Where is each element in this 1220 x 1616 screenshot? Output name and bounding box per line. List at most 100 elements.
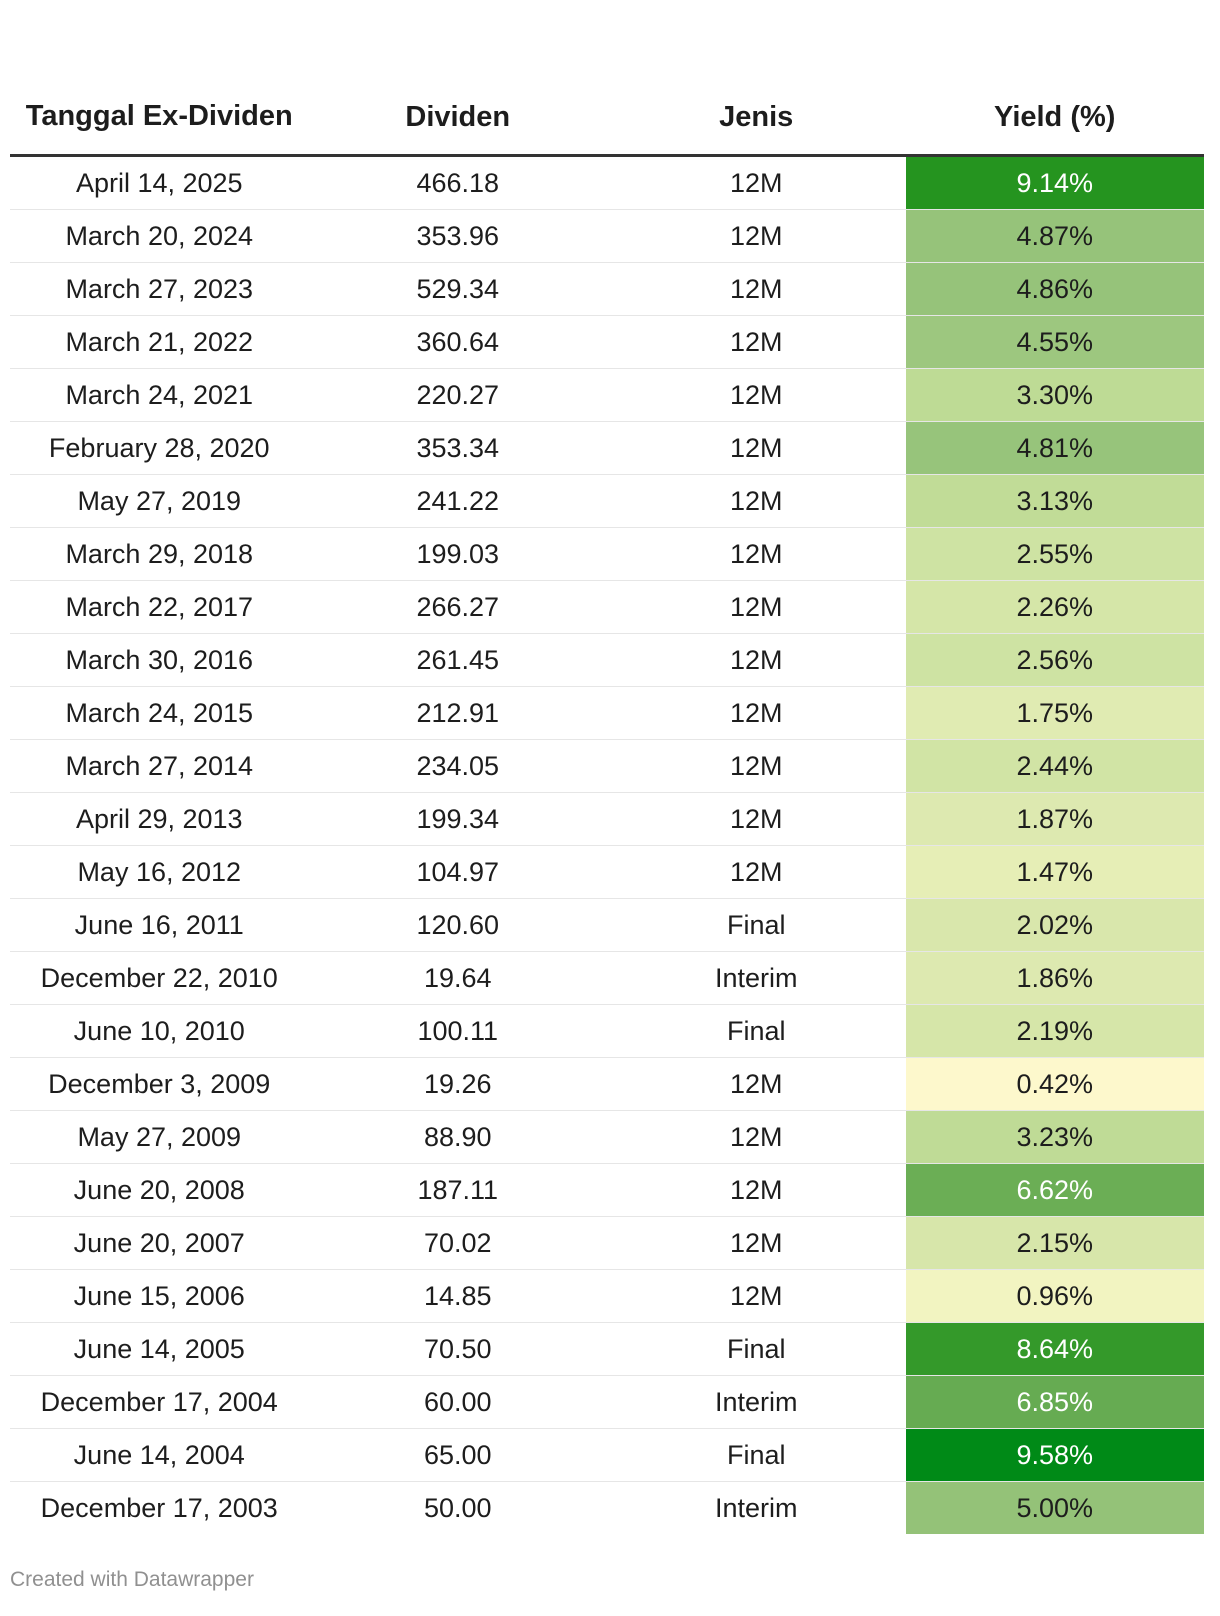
cell-yield: 2.19% bbox=[905, 1004, 1204, 1058]
header-dividend[interactable]: Dividen bbox=[308, 0, 607, 157]
dividend-table-container: Tanggal Ex-Dividen Dividen Jenis Yield (… bbox=[10, 0, 1204, 1534]
table-row: December 3, 2009 19.26 12M 0.42% bbox=[10, 1057, 1204, 1111]
cell-dividend: 466.18 bbox=[308, 155, 607, 210]
cell-ex-dividend-date: March 21, 2022 bbox=[10, 315, 309, 369]
cell-type: Final bbox=[607, 1428, 906, 1482]
cell-dividend: 199.34 bbox=[308, 792, 607, 846]
cell-ex-dividend-date: December 3, 2009 bbox=[10, 1057, 309, 1111]
cell-type: 12M bbox=[607, 1110, 906, 1164]
table-row: June 14, 2004 65.00 Final 9.58% bbox=[10, 1428, 1204, 1482]
cell-ex-dividend-date: March 22, 2017 bbox=[10, 580, 309, 634]
table-row: May 16, 2012 104.97 12M 1.47% bbox=[10, 845, 1204, 899]
table-row: March 24, 2021 220.27 12M 3.30% bbox=[10, 368, 1204, 422]
cell-type: 12M bbox=[607, 1057, 906, 1111]
cell-yield: 5.00% bbox=[905, 1481, 1204, 1534]
cell-yield: 9.14% bbox=[905, 155, 1204, 210]
header-yield[interactable]: Yield (%) bbox=[905, 0, 1204, 157]
cell-dividend: 187.11 bbox=[308, 1163, 607, 1217]
cell-ex-dividend-date: June 14, 2004 bbox=[10, 1428, 309, 1482]
cell-dividend: 50.00 bbox=[423, 1492, 492, 1523]
header-row: Tanggal Ex-Dividen Dividen Jenis Yield (… bbox=[10, 0, 1204, 157]
cell-yield: 1.47% bbox=[905, 845, 1204, 899]
cell-yield: 9.58% bbox=[905, 1428, 1204, 1482]
table-row: June 20, 2008 187.11 12M 6.62% bbox=[10, 1163, 1204, 1217]
cell-ex-dividend-date: June 20, 2007 bbox=[10, 1216, 309, 1270]
cell-type: 12M bbox=[607, 368, 906, 422]
datawrapper-credit: Created with Datawrapper bbox=[10, 1568, 254, 1591]
table-row: December 22, 2010 19.64 Interim 1.86% bbox=[10, 951, 1204, 1005]
table-row: March 24, 2015 212.91 12M 1.75% bbox=[10, 686, 1204, 740]
cell-yield: 4.81% bbox=[905, 421, 1204, 475]
cell-yield: 1.75% bbox=[905, 686, 1204, 740]
cell-ex-dividend-date: March 27, 2014 bbox=[10, 739, 309, 793]
cell-yield: 2.44% bbox=[905, 739, 1204, 793]
cell-dividend: 100.11 bbox=[308, 1004, 607, 1058]
cell-type: 12M bbox=[607, 315, 906, 369]
header-ex-dividend-date[interactable]: Tanggal Ex-Dividen bbox=[10, 0, 309, 157]
cell-yield: 1.87% bbox=[905, 792, 1204, 846]
cell-type: Final bbox=[607, 1004, 906, 1058]
table-row: March 21, 2022 360.64 12M 4.55% bbox=[10, 315, 1204, 369]
header-type[interactable]: Jenis bbox=[607, 0, 906, 157]
cell-type: Interim bbox=[607, 1375, 906, 1429]
cell-dividend: 353.34 bbox=[308, 421, 607, 475]
cell-dividend: 60.00 bbox=[308, 1375, 607, 1429]
cell-ex-dividend-date: May 27, 2009 bbox=[10, 1110, 309, 1164]
cell-type: Final bbox=[607, 1322, 906, 1376]
cell-type: 12M bbox=[607, 739, 906, 793]
cell-yield: 2.02% bbox=[905, 898, 1204, 952]
cell-type: 12M bbox=[607, 474, 906, 528]
table-row: March 27, 2014 234.05 12M 2.44% bbox=[10, 739, 1204, 793]
cell-yield: 3.30% bbox=[905, 368, 1204, 422]
cell-ex-dividend-date: March 24, 2015 bbox=[10, 686, 309, 740]
cell-yield: 2.55% bbox=[905, 527, 1204, 581]
cell-type: 12M bbox=[607, 686, 906, 740]
table-row: March 27, 2023 529.34 12M 4.86% bbox=[10, 262, 1204, 316]
cell-dividend: 104.97 bbox=[308, 845, 607, 899]
cell-type: 12M bbox=[607, 527, 906, 581]
cell-yield: 3.23% bbox=[905, 1110, 1204, 1164]
cell-dividend: 70.02 bbox=[308, 1216, 607, 1270]
table-row: June 14, 2005 70.50 Final 8.64% bbox=[10, 1322, 1204, 1376]
cell-type: 12M bbox=[607, 1216, 906, 1270]
cell-yield: 0.96% bbox=[905, 1269, 1204, 1323]
table-header: Tanggal Ex-Dividen Dividen Jenis Yield (… bbox=[10, 0, 1204, 157]
cell-ex-dividend-date: April 29, 2013 bbox=[10, 792, 309, 846]
cell-dividend: 261.45 bbox=[308, 633, 607, 687]
cell-yield: 8.64% bbox=[905, 1322, 1204, 1376]
cell-dividend: 529.34 bbox=[308, 262, 607, 316]
cell-dividend: 65.00 bbox=[308, 1428, 607, 1482]
table-row: April 14, 2025 466.18 12M 9.14% bbox=[10, 155, 1204, 210]
cell-yield: 2.15% bbox=[905, 1216, 1204, 1270]
table-row: April 29, 2013 199.34 12M 1.87% bbox=[10, 792, 1204, 846]
cell-ex-dividend-date: December 17, 2003 bbox=[40, 1492, 278, 1523]
cell-ex-dividend-date: December 22, 2010 bbox=[10, 951, 309, 1005]
cell-dividend: 14.85 bbox=[308, 1269, 607, 1323]
cell-type: Interim bbox=[714, 1492, 798, 1523]
cell-ex-dividend-date: March 29, 2018 bbox=[10, 527, 309, 581]
table-row: December 17, 2003 50.00 Interim 5.00% bbox=[10, 1481, 1204, 1534]
table-row: March 22, 2017 266.27 12M 2.26% bbox=[10, 580, 1204, 634]
cell-dividend: 70.50 bbox=[308, 1322, 607, 1376]
cell-ex-dividend-date: February 28, 2020 bbox=[10, 421, 309, 475]
cell-dividend: 266.27 bbox=[308, 580, 607, 634]
cell-dividend: 234.05 bbox=[308, 739, 607, 793]
cell-yield: 2.56% bbox=[905, 633, 1204, 687]
cell-type: Final bbox=[607, 898, 906, 952]
table-row: February 28, 2020 353.34 12M 4.81% bbox=[10, 421, 1204, 475]
cell-dividend: 199.03 bbox=[308, 527, 607, 581]
table-row: May 27, 2019 241.22 12M 3.13% bbox=[10, 474, 1204, 528]
cell-dividend: 360.64 bbox=[308, 315, 607, 369]
cell-type: Interim bbox=[607, 951, 906, 1005]
cell-dividend: 212.91 bbox=[308, 686, 607, 740]
cell-ex-dividend-date: December 17, 2004 bbox=[10, 1375, 309, 1429]
cell-ex-dividend-date: June 20, 2008 bbox=[10, 1163, 309, 1217]
cell-ex-dividend-date: March 24, 2021 bbox=[10, 368, 309, 422]
cell-yield: 2.26% bbox=[905, 580, 1204, 634]
cell-ex-dividend-date: June 14, 2005 bbox=[10, 1322, 309, 1376]
cell-type: 12M bbox=[607, 792, 906, 846]
cell-dividend: 220.27 bbox=[308, 368, 607, 422]
cell-ex-dividend-date: March 27, 2023 bbox=[10, 262, 309, 316]
cell-dividend: 120.60 bbox=[308, 898, 607, 952]
cell-yield: 6.85% bbox=[905, 1375, 1204, 1429]
